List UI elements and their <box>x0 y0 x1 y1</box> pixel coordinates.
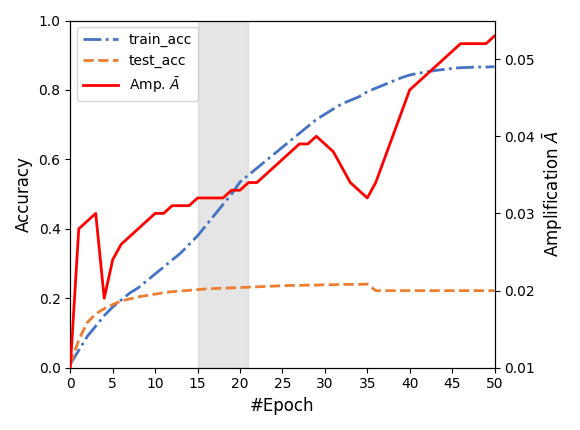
test_acc <box>194 287 201 292</box>
Legend: train_acc, test_acc, Amp. $\bar{A}$: train_acc, test_acc, Amp. $\bar{A}$ <box>77 28 198 101</box>
Amp. $\bar{A}$ <box>491 34 498 39</box>
Amp. $\bar{A}$ <box>194 195 201 200</box>
Line: Amp. $\bar{A}$: Amp. $\bar{A}$ <box>70 36 495 368</box>
test_acc <box>347 282 354 287</box>
X-axis label: #Epoch: #Epoch <box>250 397 315 415</box>
train_acc <box>194 233 201 238</box>
Amp. $\bar{A}$ <box>202 195 209 200</box>
train_acc <box>372 86 379 91</box>
train_acc <box>160 264 167 270</box>
test_acc <box>483 288 490 293</box>
Amp. $\bar{A}$ <box>347 180 354 185</box>
Amp. $\bar{A}$ <box>372 180 379 185</box>
Amp. $\bar{A}$ <box>67 365 74 370</box>
train_acc <box>67 362 74 367</box>
test_acc <box>202 286 209 292</box>
test_acc <box>491 288 498 293</box>
Line: test_acc: test_acc <box>70 284 495 364</box>
train_acc <box>347 98 354 103</box>
test_acc <box>380 288 387 293</box>
Amp. $\bar{A}$ <box>160 211 167 216</box>
Line: train_acc: train_acc <box>70 67 495 364</box>
train_acc <box>483 64 490 70</box>
Amp. $\bar{A}$ <box>483 41 490 46</box>
Y-axis label: Accuracy: Accuracy <box>15 156 33 232</box>
train_acc <box>491 64 498 69</box>
test_acc <box>160 290 167 295</box>
test_acc <box>67 362 74 367</box>
test_acc <box>364 282 371 287</box>
Y-axis label: Amplification $\bar{A}$: Amplification $\bar{A}$ <box>541 131 565 258</box>
train_acc <box>202 223 209 228</box>
Bar <box>198 21 248 368</box>
